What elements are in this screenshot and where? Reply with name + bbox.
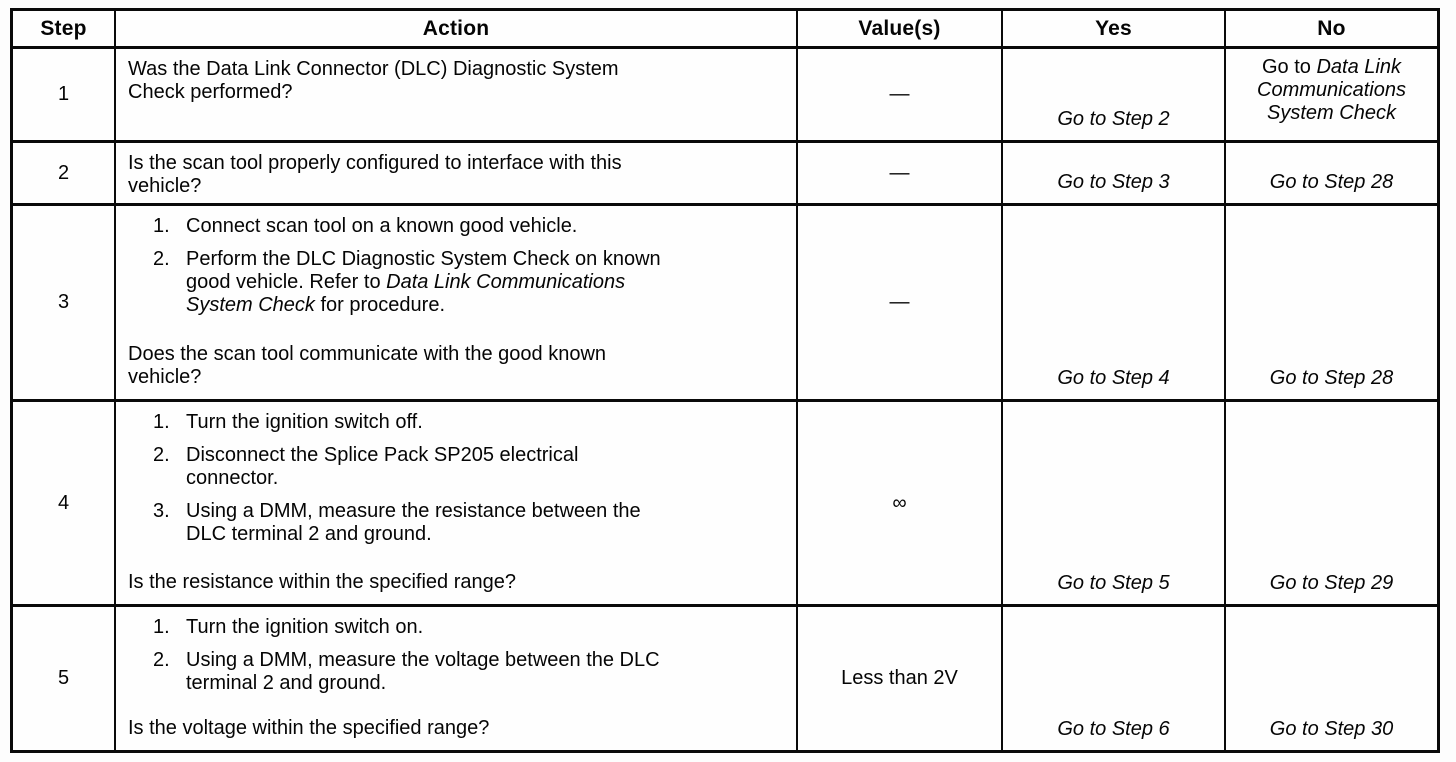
- value-text: —: [889, 83, 910, 105]
- row-2-step: 2: [13, 143, 116, 206]
- yes-text: Go to Step 2: [1057, 108, 1170, 130]
- no-text: Go to Step 29: [1269, 572, 1394, 594]
- action-list-item: 1. Turn the ignition switch on.: [153, 616, 784, 639]
- action-question: Is the voltage within the specified rang…: [128, 717, 490, 739]
- yes-text: Go to Step 4: [1057, 367, 1170, 389]
- list-item-number: 3.: [153, 500, 170, 522]
- row-1-value: —: [798, 49, 1003, 143]
- no-text: Go to Data Link Communications System Ch…: [1234, 56, 1429, 125]
- row-5-action: 1. Turn the ignition switch on. 2. Using…: [116, 607, 798, 750]
- row-2-yes: Go to Step 3: [1003, 143, 1226, 206]
- yes-text: Go to Step 6: [1057, 718, 1170, 740]
- no-text-prefix: Go to: [1262, 56, 1317, 78]
- row-3-no: Go to Step 28: [1226, 206, 1437, 402]
- row-4-step: 4: [13, 402, 116, 607]
- header-step: Step: [13, 11, 116, 49]
- diagnostic-table: Step Action Value(s) Yes No 1 Was the Da…: [10, 8, 1440, 753]
- action-list-item: 1. Turn the ignition switch off.: [153, 411, 784, 434]
- list-item-number: 2.: [153, 444, 170, 466]
- row-4-action: 1. Turn the ignition switch off. 2. Disc…: [116, 402, 798, 607]
- header-values: Value(s): [798, 11, 1003, 49]
- row-5-value: Less than 2V: [798, 607, 1003, 750]
- list-item-text-pre: Perform the DLC Diagnostic System Check …: [186, 248, 661, 293]
- list-item-text: Turn the ignition switch on.: [186, 616, 424, 638]
- row-2-action: Is the scan tool properly configured to …: [116, 143, 798, 206]
- value-text: —: [889, 161, 910, 184]
- action-question: Is the resistance within the specified r…: [128, 571, 516, 593]
- row-2-value: —: [798, 143, 1003, 206]
- row-1-step: 1: [13, 49, 116, 143]
- list-item-text: Perform the DLC Diagnostic System Check …: [186, 248, 666, 317]
- action-list-item: 3. Using a DMM, measure the resistance b…: [153, 500, 784, 546]
- list-item-text: Disconnect the Splice Pack SP205 electri…: [186, 444, 579, 489]
- row-4-value: ∞: [798, 402, 1003, 607]
- yes-text: Go to Step 3: [1057, 171, 1170, 193]
- no-text-reference: Data Link Communications System Check: [1257, 56, 1406, 124]
- list-item-number: 2.: [153, 649, 170, 671]
- row-3-yes: Go to Step 4: [1003, 206, 1226, 402]
- row-1-no: Go to Data Link Communications System Ch…: [1226, 49, 1437, 143]
- header-no: No: [1226, 11, 1437, 49]
- header-yes: Yes: [1003, 11, 1226, 49]
- action-question: Does the scan tool communicate with the …: [128, 343, 607, 388]
- list-item-number: 1.: [153, 616, 170, 638]
- row-1-action: Was the Data Link Connector (DLC) Diagno…: [116, 49, 798, 143]
- list-item-text-post: for procedure.: [314, 294, 446, 316]
- action-list-item: 2. Perform the DLC Diagnostic System Che…: [153, 248, 784, 317]
- action-list-item: 2. Using a DMM, measure the voltage betw…: [153, 649, 784, 695]
- value-text: —: [889, 291, 910, 313]
- row-5-step: 5: [13, 607, 116, 750]
- list-item-reference: Data Link Communications System Check: [186, 271, 626, 316]
- action-text: Was the Data Link Connector (DLC) Diagno…: [128, 58, 619, 103]
- action-text: Is the scan tool properly configured to …: [128, 152, 622, 197]
- list-item-text: Connect scan tool on a known good vehicl…: [186, 215, 578, 237]
- action-list-item: 1. Connect scan tool on a known good veh…: [153, 215, 784, 238]
- row-3-step: 3: [13, 206, 116, 402]
- no-text: Go to Step 28: [1269, 367, 1394, 389]
- row-2-no: Go to Step 28: [1226, 143, 1437, 206]
- no-text: Go to Step 30: [1269, 718, 1394, 740]
- value-infinity-symbol: ∞: [892, 491, 907, 514]
- action-list-item: 2. Disconnect the Splice Pack SP205 elec…: [153, 444, 784, 490]
- value-text: Less than 2V: [841, 667, 958, 689]
- list-item-number: 1.: [153, 215, 170, 237]
- row-3-action: 1. Connect scan tool on a known good veh…: [116, 206, 798, 402]
- row-3-value: —: [798, 206, 1003, 402]
- list-item-text: Turn the ignition switch off.: [186, 411, 423, 433]
- list-item-text: Using a DMM, measure the voltage between…: [186, 649, 660, 694]
- row-4-yes: Go to Step 5: [1003, 402, 1226, 607]
- list-item-number: 2.: [153, 248, 170, 270]
- row-5-no: Go to Step 30: [1226, 607, 1437, 750]
- no-text: Go to Step 28: [1269, 171, 1394, 193]
- header-action: Action: [116, 11, 798, 49]
- row-5-yes: Go to Step 6: [1003, 607, 1226, 750]
- row-1-yes: Go to Step 2: [1003, 49, 1226, 143]
- list-item-text: Using a DMM, measure the resistance betw…: [186, 500, 641, 545]
- yes-text: Go to Step 5: [1057, 572, 1170, 594]
- row-4-no: Go to Step 29: [1226, 402, 1437, 607]
- list-item-number: 1.: [153, 411, 170, 433]
